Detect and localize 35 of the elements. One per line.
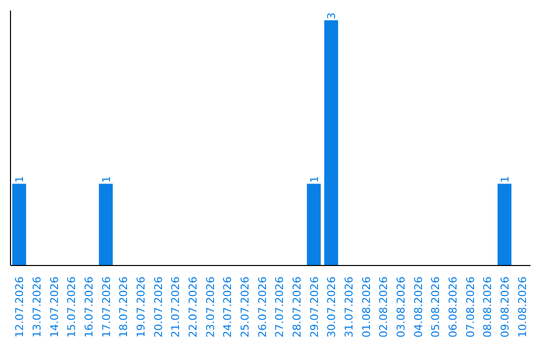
x-tick-label: 17.07.2026 (100, 276, 113, 338)
data-label: 1 (308, 176, 321, 183)
data-label: 1 (100, 176, 113, 183)
x-tick-label: 01.08.2026 (360, 276, 373, 338)
x-tick-label: 28.07.2026 (290, 276, 304, 338)
x-tick-label: 07.08.2026 (464, 276, 477, 338)
x-tick-label: 24.07.2026 (221, 276, 234, 338)
x-tick-label: 10.08.2026 (516, 276, 529, 338)
data-label: 1 (13, 176, 26, 183)
x-tick-label: 04.08.2026 (412, 276, 425, 338)
data-label: 3 (325, 12, 338, 20)
x-tick-label: 03.08.2026 (394, 276, 408, 338)
x-tick-label: 02.08.2026 (377, 276, 390, 338)
x-tick-label: 14.07.2026 (48, 276, 61, 338)
x-tick-label: 06.08.2026 (446, 276, 460, 338)
x-tick-label: 09.08.2026 (498, 276, 512, 338)
x-tick-label: 18.07.2026 (117, 276, 130, 338)
x-tick-label: 31.07.2026 (342, 276, 356, 338)
x-tick-label: 20.07.2026 (152, 276, 165, 338)
x-tick-label: 22.07.2026 (186, 276, 200, 338)
data-label: 1 (498, 176, 512, 183)
x-tick-label: 25.07.2026 (238, 276, 252, 338)
x-tick-label: 13.07.2026 (30, 276, 44, 338)
x-tick-label: 16.07.2026 (82, 276, 96, 338)
x-tick-label: 21.07.2026 (169, 276, 182, 338)
x-tick-label: 30.07.2026 (325, 276, 338, 338)
x-tick-label: 29.07.2026 (308, 276, 321, 338)
x-tick-label: 27.07.2026 (273, 276, 286, 338)
x-tick-label: 23.07.2026 (204, 276, 217, 338)
x-tick-label: 08.08.2026 (481, 276, 494, 338)
x-tick-label: 15.07.2026 (65, 276, 78, 338)
x-tick-label: 19.07.2026 (134, 276, 148, 338)
x-tick-label: 05.08.2026 (429, 276, 442, 338)
x-tick-label: 26.07.2026 (256, 276, 269, 338)
x-tick-label: 12.07.2026 (13, 276, 26, 338)
